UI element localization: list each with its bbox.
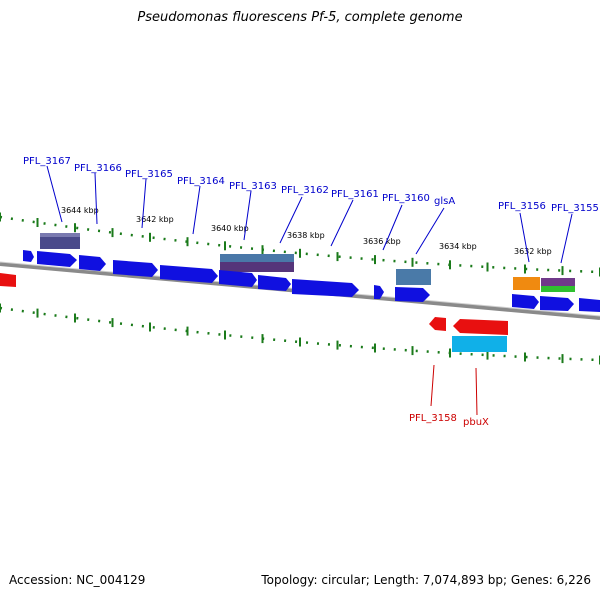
- feature-bar: [513, 277, 540, 290]
- gene-label[interactable]: glsA: [434, 196, 455, 207]
- leader-line: [382, 204, 403, 251]
- forward-gene: [113, 260, 158, 277]
- gene-label[interactable]: PFL_3162: [281, 185, 329, 196]
- map-title: Pseudomonas fluorescens Pf-5, complete g…: [137, 10, 463, 25]
- forward-gene: [374, 285, 384, 299]
- gene-label[interactable]: PFL_3155: [551, 203, 599, 214]
- gene-label[interactable]: PFL_3166: [74, 163, 122, 174]
- gene-label[interactable]: PFL_3165: [125, 169, 173, 180]
- leader-line: [192, 185, 201, 235]
- scale-label: 3636 kbp: [363, 237, 401, 246]
- leader-line: [430, 364, 435, 407]
- gene-label[interactable]: PFL_3164: [177, 176, 225, 187]
- leader-line: [46, 165, 63, 223]
- topology-label: Topology: circular; Length: 7,074,893 bp…: [261, 573, 591, 587]
- accession-label: Accession: NC_004129: [9, 573, 146, 587]
- label-leader-lines: [46, 165, 573, 264]
- forward-gene: [160, 265, 218, 283]
- feature-bar: [541, 286, 575, 292]
- reverse-leader-lines: [430, 364, 478, 416]
- feature-bar: [40, 233, 80, 237]
- gene-label[interactable]: PFL_3161: [331, 189, 379, 200]
- inner-tick-ring: [0, 306, 600, 362]
- forward-gene-labels: PFL_3167 PFL_3166 PFL_3165 PFL_3164 PFL_…: [23, 156, 599, 214]
- scale-label: 3644 kbp: [61, 206, 99, 215]
- reverse-gene: [0, 273, 16, 287]
- gene-label[interactable]: pbuX: [463, 417, 489, 428]
- forward-gene: [258, 275, 291, 291]
- leader-line: [415, 207, 445, 255]
- feature-bar: [220, 262, 294, 272]
- scale-labels: 3644 kbp 3642 kbp 3640 kbp 3638 kbp 3636…: [61, 206, 552, 256]
- gene-label[interactable]: PFL_3158: [409, 413, 457, 424]
- leader-line: [279, 196, 303, 244]
- forward-gene: [292, 279, 359, 297]
- forward-genes: [23, 250, 600, 312]
- feature-bar: [220, 254, 294, 262]
- gene-label[interactable]: PFL_3167: [23, 156, 71, 167]
- forward-gene: [512, 294, 539, 309]
- feature-tracks: [40, 233, 575, 352]
- forward-gene: [219, 270, 257, 287]
- forward-gene: [23, 250, 34, 262]
- reverse-gene-labels: PFL_3158 pbuX: [409, 413, 489, 428]
- feature-bar: [452, 336, 507, 352]
- leader-line: [519, 212, 530, 263]
- outer-tick-ring: [0, 215, 600, 274]
- scale-label: 3640 kbp: [211, 224, 249, 233]
- outer-major-ticks: [0, 212, 600, 277]
- scale-label: 3632 kbp: [514, 247, 552, 256]
- leader-line: [330, 199, 354, 247]
- inner-major-ticks: [0, 303, 600, 365]
- forward-gene: [540, 296, 574, 311]
- reverse-gene: [453, 319, 508, 335]
- scale-label: 3638 kbp: [287, 231, 325, 240]
- forward-gene: [395, 287, 430, 302]
- forward-gene: [579, 298, 600, 312]
- forward-gene: [37, 251, 77, 267]
- gene-label[interactable]: PFL_3160: [382, 193, 430, 204]
- feature-bar: [396, 269, 431, 285]
- scale-label: 3642 kbp: [136, 215, 174, 224]
- gene-label[interactable]: PFL_3156: [498, 201, 546, 212]
- reverse-gene: [429, 317, 446, 331]
- leader-line: [94, 172, 98, 225]
- reverse-genes: [0, 273, 508, 335]
- leader-line: [560, 213, 573, 264]
- leader-line: [243, 190, 252, 241]
- scale-label: 3634 kbp: [439, 242, 477, 251]
- leader-line: [141, 178, 147, 229]
- leader-line: [475, 367, 478, 416]
- forward-gene: [79, 255, 106, 271]
- feature-bar: [541, 278, 575, 286]
- gene-label[interactable]: PFL_3163: [229, 181, 277, 192]
